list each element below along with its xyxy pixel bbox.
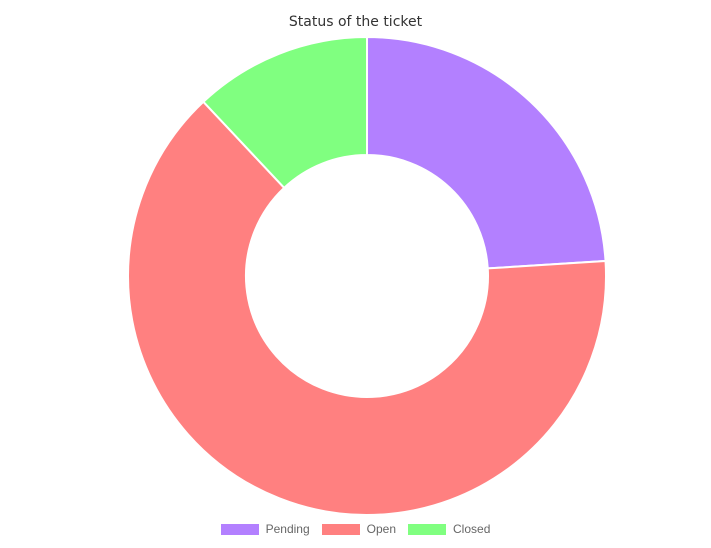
chart-title: Status of the ticket [288, 14, 423, 30]
slice-open[interactable] [127, 100, 607, 516]
slice-closed[interactable] [201, 35, 368, 190]
legend-label: Closed [453, 522, 491, 536]
legend-label: Open [366, 522, 397, 536]
legend-swatch [220, 523, 259, 535]
slice-pending[interactable] [366, 35, 607, 270]
legend-label: Pending [265, 522, 310, 536]
legend-item-pending[interactable]: Pending [220, 522, 310, 536]
chart-legend: Pending Open Closed [0, 522, 711, 536]
legend-swatch [408, 523, 447, 535]
legend-item-open[interactable]: Open [321, 522, 397, 536]
legend-swatch [321, 523, 360, 535]
legend-item-closed[interactable]: Closed [408, 522, 490, 536]
